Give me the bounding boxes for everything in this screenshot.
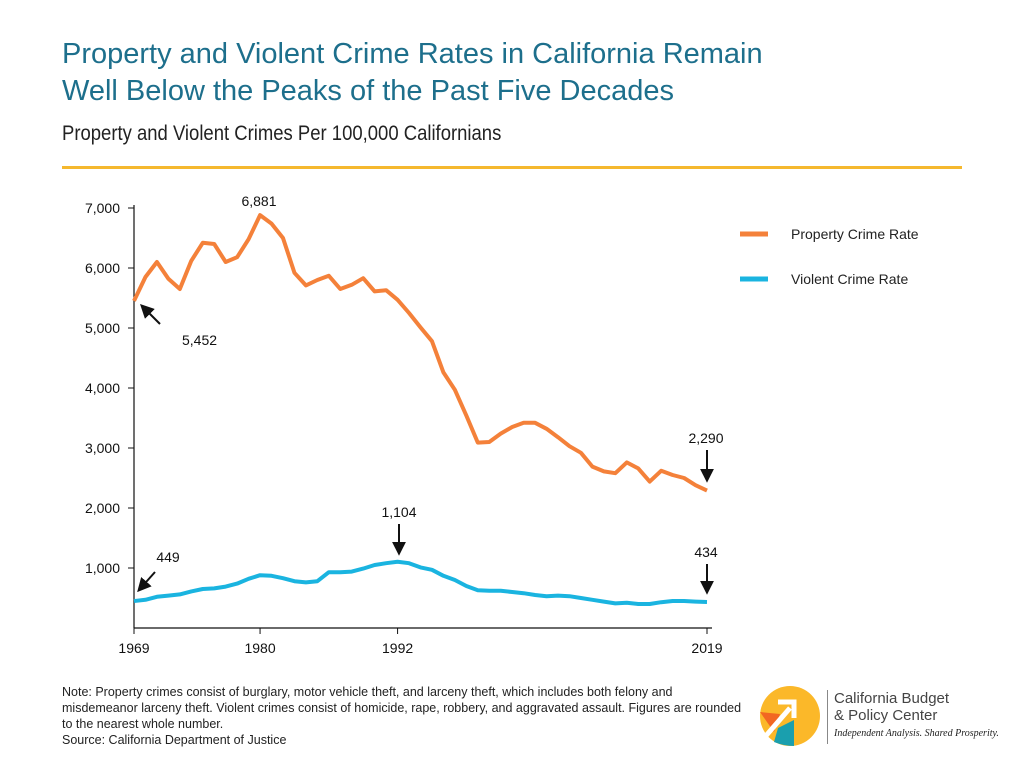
data-label: 434 (694, 544, 718, 560)
series-line-property (132, 213, 708, 493)
y-tick-label: 6,000 (85, 260, 120, 276)
data-label: 1,104 (381, 504, 416, 520)
y-tick-label: 1,000 (85, 560, 120, 576)
arrow-icon (137, 571, 156, 593)
x-tick-label: 1969 (118, 640, 149, 656)
y-tick-label: 4,000 (85, 380, 120, 396)
chart-subtitle: Property and Violent Crimes Per 100,000 … (62, 122, 502, 145)
data-label: 5,452 (182, 332, 217, 348)
logo-mark-icon (760, 686, 820, 746)
x-tick-label: 2019 (691, 640, 722, 656)
legend-label: Violent Crime Rate (791, 271, 908, 287)
legend-label: Property Crime Rate (791, 226, 919, 242)
series-line-violent (133, 559, 708, 606)
y-tick-label: 5,000 (85, 320, 120, 336)
arrow-icon (140, 304, 161, 325)
y-tick-label: 2,000 (85, 500, 120, 516)
y-tick-label: 3,000 (85, 440, 120, 456)
chart-title: Property and Violent Crime Rates in Cali… (62, 38, 763, 107)
line-chart: 1,000 2,000 3,000 4,000 5,000 6,000 7,000 1969 1… (85, 193, 919, 656)
divider (62, 166, 962, 169)
footnote: Note: Property crimes consist of burglar… (62, 685, 742, 747)
data-label: 2,290 (688, 430, 723, 446)
x-tick-label: 1980 (244, 640, 275, 656)
logo: California Budget & Policy Center Indepe… (750, 684, 1010, 754)
y-tick-label: 7,000 (85, 200, 120, 216)
x-tick-label: 1992 (382, 640, 413, 656)
data-label: 6,881 (241, 193, 276, 209)
data-label: 449 (156, 549, 180, 565)
